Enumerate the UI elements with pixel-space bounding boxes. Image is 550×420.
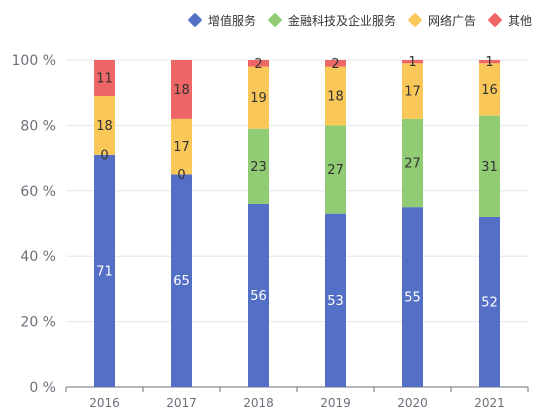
data-label: 18 [327,89,344,104]
legend-item-series-4[interactable]: 其他 [487,12,532,29]
bar-segment-2020-series-1 [402,207,423,387]
legend-item-series-1[interactable]: 增值服务 [187,12,256,29]
bar-segment-2020-series-4 [402,60,423,64]
y-tick-label: 40 % [20,249,56,265]
data-label: 52 [481,295,498,310]
chart-legend: 增值服务 金融科技及企业服务 网络广告 其他 [187,10,532,30]
data-label: 2 [331,57,339,72]
bar-segment-2016-series-1 [94,154,115,387]
legend-item-series-3[interactable]: 网络广告 [407,12,476,29]
data-label: 2 [254,57,262,72]
bar-segment-2021-series-2 [479,115,500,217]
x-tick-label: 2018 [243,396,274,410]
bar-segment-2018-series-2 [248,128,269,204]
bar-segment-2016-series-3 [94,95,115,155]
data-label: 1 [408,55,416,70]
data-label: 31 [481,160,498,175]
data-label: 1 [485,55,493,70]
data-label: 65 [173,274,190,289]
x-tick-label: 2017 [166,396,197,410]
bar-segment-2017-series-1 [171,174,192,387]
y-tick-label: 60 % [20,184,56,200]
data-label: 17 [173,140,190,155]
data-label: 0 [100,148,108,163]
bar-segment-2021-series-3 [479,63,500,116]
legend-label-series-2: 金融科技及企业服务 [287,13,396,28]
data-label: 18 [173,83,190,98]
legend-label-series-3: 网络广告 [427,13,476,28]
bar-segment-2018-series-3 [248,66,269,129]
bar-segment-2019-series-2 [325,125,346,214]
x-tick-label: 2016 [89,396,120,410]
y-tick-label: 0 % [29,380,56,396]
bar-segment-2018-series-4 [248,60,269,67]
data-label: 27 [404,157,421,172]
data-label: 56 [250,289,267,304]
bar-segment-2020-series-3 [402,63,423,119]
legend-label-series-4: 其他 [507,13,532,28]
data-label: 55 [404,291,421,306]
y-tick-label: 20 % [20,315,56,331]
bar-segment-2021-series-4 [479,60,500,64]
data-label: 23 [250,160,267,175]
y-tick-label: 100 % [12,53,56,69]
data-label: 53 [327,294,344,309]
bar-segment-2019-series-3 [325,66,346,126]
data-label: 11 [96,71,113,86]
legend-label-series-1: 增值服务 [207,13,256,28]
data-label: 17 [404,85,421,100]
y-tick-label: 80 % [20,118,56,134]
x-tick-label: 2019 [320,396,351,410]
bar-segment-2017-series-4 [171,60,192,119]
x-tick-label: 2021 [474,396,505,410]
bar-segment-2021-series-1 [479,216,500,387]
bar-segment-2019-series-1 [325,213,346,387]
data-label: 19 [250,91,267,106]
data-label: 71 [96,264,113,279]
data-label: 0 [177,168,185,183]
bar-segment-2016-series-4 [94,60,115,96]
bar-segment-2020-series-2 [402,118,423,208]
legend-item-series-2[interactable]: 金融科技及企业服务 [267,12,396,29]
bar-segment-2018-series-1 [248,203,269,387]
bar-segment-2017-series-3 [171,118,192,175]
bar-segment-2019-series-4 [325,60,346,67]
data-label: 18 [96,119,113,134]
data-label: 16 [481,83,498,98]
data-label: 27 [327,163,344,178]
x-tick-label: 2020 [397,396,428,410]
